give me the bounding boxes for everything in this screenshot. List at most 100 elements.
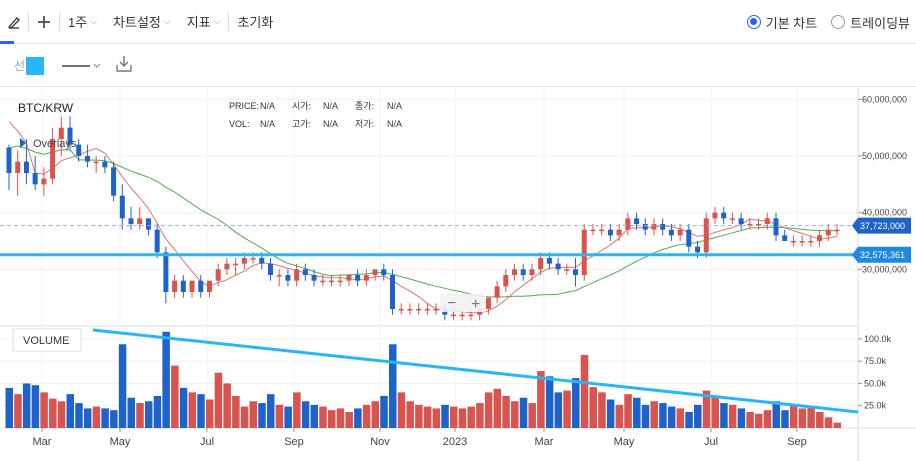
volume-label-box (12, 328, 82, 352)
candle (651, 218, 657, 236)
open-value: N/A (323, 101, 338, 111)
candle (50, 127, 56, 185)
candle (93, 156, 99, 173)
line-style-select[interactable] (60, 61, 104, 71)
interval-select[interactable]: 1주 ⌵ (60, 0, 105, 44)
chart-settings-menu[interactable]: 차트설정 ⌵ (105, 0, 179, 44)
volume-bar (83, 408, 92, 428)
close-label: 종가: (355, 101, 374, 111)
candle (267, 258, 273, 281)
volume-bar (563, 390, 571, 428)
add-indicator-button[interactable] (29, 0, 59, 44)
volume-bar (380, 395, 388, 428)
candle (616, 224, 622, 241)
volume-bar (415, 404, 423, 428)
price-chart[interactable]: BTC/KRW PRICE: N/A 시가: N/A 종가: N/A VOL: … (0, 88, 916, 461)
candle-body (660, 224, 666, 230)
trend-line-drawing[interactable] (92, 328, 859, 414)
candle (172, 275, 178, 298)
volume-bar (537, 370, 545, 428)
candle-body (128, 218, 134, 224)
zoom-out-button[interactable]: − (447, 295, 456, 312)
candle (67, 116, 73, 151)
radio-basic-chart[interactable]: 기본 차트 (746, 13, 817, 32)
candle (337, 275, 343, 287)
time-tick-label: Nov (370, 436, 390, 448)
volume-bar (598, 392, 606, 428)
volume-bar (798, 408, 807, 428)
draw-tool-button[interactable] (0, 0, 28, 44)
candle (416, 303, 422, 315)
candle-body (6, 147, 12, 173)
volume-bar (171, 365, 179, 428)
volume-bar (49, 398, 57, 428)
candle (642, 218, 648, 236)
line-color-swatch[interactable] (26, 56, 45, 75)
user-drawings[interactable] (0, 225, 859, 414)
candle (6, 144, 12, 190)
overlays-label: Overlays (33, 138, 77, 150)
candle (206, 280, 212, 298)
volume-bar (110, 410, 118, 428)
overlays-toggle[interactable]: Overlays (20, 138, 77, 150)
chart-settings-label: 차트설정 (113, 15, 161, 30)
candle-body (337, 280, 343, 283)
time-tick-label: May (614, 436, 635, 448)
time-tick-label: Sep (284, 436, 304, 448)
volume-bar (833, 422, 841, 428)
candle (355, 269, 361, 287)
candle-body (250, 258, 256, 260)
volume-bar (205, 399, 214, 428)
price-tick-label: 60,000,000 (862, 94, 907, 104)
indicators-menu[interactable]: 지표 ⌵ (179, 0, 229, 44)
indicators-label: 지표 (186, 15, 211, 30)
candlestick-series (6, 116, 840, 321)
candle-body (459, 314, 465, 317)
volume-axis: 100.0k 75.0k 50.0k 25.0k (858, 334, 892, 411)
candle (32, 156, 38, 190)
volume-bar (345, 411, 353, 428)
price-axis: 60,000,000 50,000,000 40,000,000 30,000,000 (858, 94, 907, 274)
candle-body (468, 314, 474, 317)
volume-bar (728, 404, 737, 428)
candle (790, 235, 796, 247)
candle (433, 303, 439, 315)
vol-value: N/A (260, 119, 275, 129)
candle-body (808, 241, 814, 243)
candle (512, 263, 518, 281)
volume-bar (432, 408, 441, 428)
candle-body (154, 229, 160, 253)
candle (590, 224, 596, 236)
candle-body (407, 309, 413, 311)
volume-bar (397, 392, 406, 428)
candle-body (773, 218, 779, 236)
candle (224, 258, 230, 275)
volume-bar (824, 417, 833, 428)
candle-body (712, 212, 718, 219)
download-icon (116, 56, 132, 72)
candle (485, 297, 491, 315)
zoom-in-button[interactable]: + (471, 296, 480, 313)
radio-tradingview[interactable]: 트레이딩뷰 (831, 13, 910, 32)
candle-body (137, 218, 143, 224)
candle (128, 207, 134, 230)
volume-bar (197, 394, 205, 428)
volume-bar (772, 401, 780, 428)
time-tick-label: May (110, 436, 131, 448)
reset-button[interactable]: 초기화 (237, 15, 274, 30)
ma-long-line (8, 145, 837, 298)
save-drawing-button[interactable] (114, 54, 134, 77)
candle-body (145, 218, 151, 230)
volume-bar (606, 399, 615, 428)
line-label: 선 (14, 59, 26, 73)
hline-price-badge-text: 32,575,361 (860, 250, 905, 260)
volume-bar (423, 406, 432, 428)
radio-tradingview-label: 트레이딩뷰 (850, 15, 910, 31)
volume-bar (40, 392, 48, 428)
candle (320, 275, 326, 287)
volume-bar (685, 411, 693, 428)
candle (529, 263, 535, 281)
volume-bar (101, 408, 109, 428)
candle-body (607, 229, 613, 236)
volume-bar (511, 401, 519, 428)
